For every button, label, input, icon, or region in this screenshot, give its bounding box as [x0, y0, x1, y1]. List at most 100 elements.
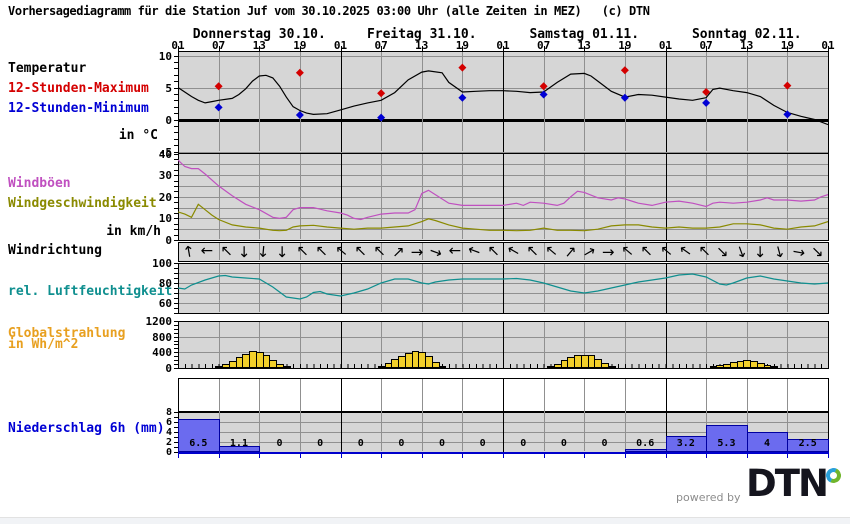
precipitation-value: 0: [276, 438, 283, 449]
day-label: Sonntag 02.11.: [691, 27, 802, 42]
precipitation-bar: [218, 446, 261, 452]
marker-12-Stunden-Maximum: [214, 82, 223, 91]
time-gridline: [299, 52, 301, 151]
time-gridline: [706, 154, 708, 239]
marker-12-Stunden-Minimum: [377, 113, 386, 122]
precip-minor-tick: [174, 442, 178, 443]
time-gridline: [381, 154, 383, 239]
label-wind-speed: Windgeschwindigkeit: [8, 196, 157, 211]
precipitation-bar: [706, 425, 748, 452]
temp-minor-tick: [174, 107, 178, 108]
marker-12-Stunden-Minimum: [214, 103, 223, 112]
temp-minor-tick: [174, 132, 178, 133]
precipitation-value: 6.5: [189, 438, 208, 449]
time-gridline: [706, 322, 708, 367]
label-humidity: rel. Luftfeuchtigkeit: [8, 284, 173, 299]
hour-label: 13: [412, 39, 432, 52]
marker-12-Stunden-Maximum: [539, 82, 548, 91]
temp-minor-tick: [174, 120, 178, 121]
time-gridline: [462, 243, 464, 260]
time-gridline: [624, 264, 626, 312]
time-gridline: [259, 154, 261, 239]
time-gridline: [218, 322, 220, 367]
day-boundary-line: [665, 242, 667, 261]
temp-minor-tick: [174, 75, 178, 76]
time-gridline: [299, 264, 301, 312]
time-gridline: [299, 322, 301, 367]
series-Windgeschwindigkeit: [178, 203, 828, 232]
time-gridline: [381, 379, 383, 451]
temp-minor-tick: [174, 113, 178, 114]
marker-12-Stunden-Maximum: [295, 68, 304, 77]
time-gridline: [381, 264, 383, 312]
wind-minor-tick: [174, 208, 178, 209]
precip-axis-tick: [543, 454, 545, 458]
time-gridline: [421, 154, 423, 239]
wind-direction-arrow-icon: →: [751, 245, 770, 258]
hour-tick: [178, 46, 179, 51]
radiation-bar: [282, 366, 291, 368]
temp-minor-tick: [174, 56, 178, 57]
hour-label: 19: [290, 39, 310, 52]
hour-tick: [746, 46, 748, 51]
marker-12-Stunden-Maximum: [702, 87, 711, 96]
hour-tick: [462, 46, 464, 51]
radiation-ytick: 0: [165, 362, 172, 375]
temp-ytick: 10: [158, 49, 172, 63]
precipitation-value: 0: [317, 438, 324, 449]
hour-label: 01: [493, 39, 513, 52]
time-gridline: [543, 264, 545, 312]
day-boundary-line: [665, 321, 667, 368]
temp-minor-tick: [174, 100, 178, 101]
radiation-minor-tick: [174, 325, 178, 326]
time-gridline: [746, 264, 748, 312]
wind-minor-tick: [174, 229, 178, 230]
wind-minor-tick: [174, 170, 178, 171]
precip-axis-tick: [218, 454, 220, 458]
time-gridline: [259, 322, 261, 367]
humidity-ytick: 80: [158, 277, 172, 290]
precip-axis-tick: [462, 454, 464, 458]
radiation-bar: [431, 362, 440, 368]
radiation-minor-tick: [174, 341, 178, 342]
radiation-minor-tick: [174, 360, 178, 361]
marker-12-Stunden-Maximum: [783, 81, 792, 90]
wind-direction-arrow-icon: →: [448, 242, 462, 260]
temp-minor-tick: [174, 139, 178, 140]
dtn-logo[interactable]: DTN: [746, 462, 844, 505]
series-Windböen: [178, 159, 828, 221]
wind-minor-tick: [174, 235, 178, 236]
hour-label: 01: [656, 39, 676, 52]
time-gridline: [218, 154, 220, 239]
time-gridline: [462, 322, 464, 367]
humidity-minor-tick: [174, 313, 178, 314]
precip-axis-tick: [503, 454, 504, 458]
hour-label: 07: [534, 39, 554, 52]
time-gridline: [299, 154, 301, 239]
temp-ytick: 5: [165, 81, 172, 95]
radiation-ytick: 1200: [145, 314, 173, 328]
marker-12-Stunden-Minimum: [783, 110, 792, 119]
precip-axis-tick: [259, 454, 261, 458]
hour-label: 19: [452, 39, 472, 52]
time-gridline: [787, 243, 789, 260]
label-12h-maximum: 12-Stunden-Maximum: [8, 81, 149, 96]
day-label: Samstag 01.11.: [529, 27, 640, 42]
time-gridline: [259, 243, 261, 260]
precipitation-value: 0: [601, 438, 608, 449]
wind-ytick: 30: [158, 169, 172, 183]
precipitation-value: 0: [357, 438, 364, 449]
temperature-curve: [178, 63, 828, 126]
hour-tick: [787, 46, 789, 51]
precip-minor-tick: [174, 447, 178, 448]
precip-ytick: 4: [165, 427, 172, 438]
wind-ytick: 0: [165, 234, 172, 247]
hour-tick: [340, 46, 342, 51]
radiation-minor-tick: [174, 333, 178, 334]
precipitation-bar: [787, 439, 829, 452]
temp-minor-tick: [174, 145, 178, 146]
marker-12-Stunden-Minimum: [295, 111, 304, 120]
humidity-minor-tick: [174, 288, 178, 289]
marker-12-Stunden-Maximum: [620, 66, 629, 75]
